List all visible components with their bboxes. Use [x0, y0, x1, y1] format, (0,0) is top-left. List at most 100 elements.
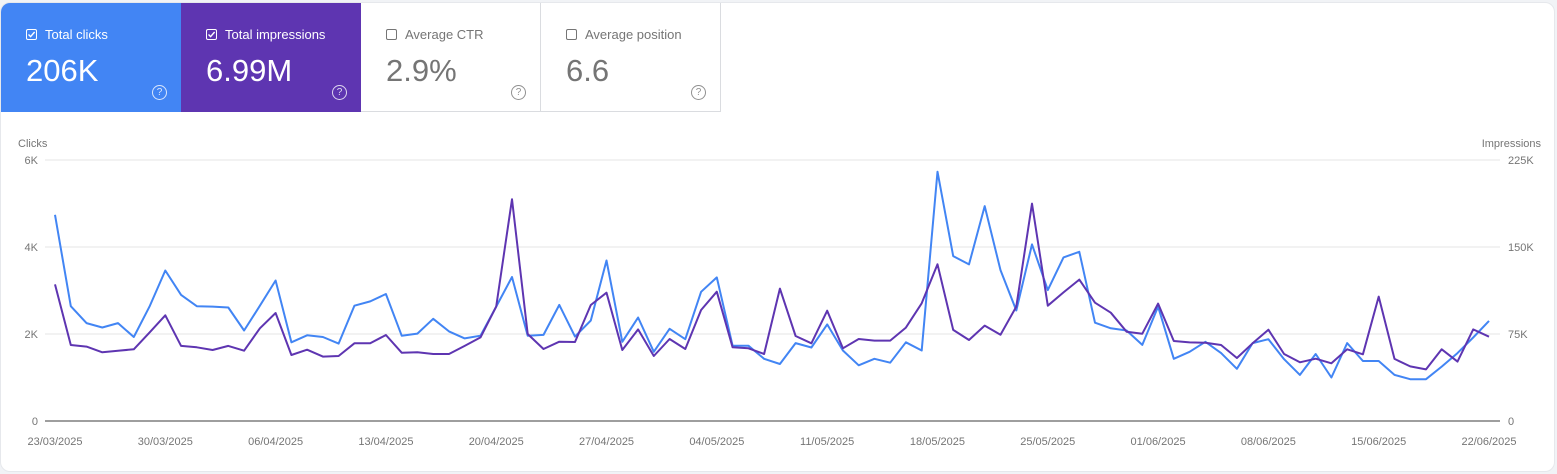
data-point[interactable] [635, 315, 641, 321]
data-point[interactable] [745, 345, 751, 351]
data-point[interactable] [273, 278, 279, 284]
data-point[interactable] [257, 325, 263, 331]
data-point[interactable] [1076, 249, 1082, 255]
data-point[interactable] [1029, 241, 1035, 247]
data-point[interactable] [950, 327, 956, 333]
data-point[interactable] [1234, 355, 1240, 361]
data-point[interactable] [68, 303, 74, 309]
data-point[interactable] [478, 334, 484, 340]
data-point[interactable] [1360, 351, 1366, 357]
data-point[interactable] [1171, 338, 1177, 344]
data-point[interactable] [131, 346, 137, 352]
data-point[interactable] [320, 354, 326, 360]
data-point[interactable] [351, 303, 357, 309]
data-point[interactable] [1218, 342, 1224, 348]
data-point[interactable] [304, 347, 310, 353]
data-point[interactable] [1297, 372, 1303, 378]
data-point[interactable] [1218, 350, 1224, 356]
checkbox-checked-icon[interactable] [206, 29, 217, 40]
data-point[interactable] [446, 328, 452, 334]
data-point[interactable] [1313, 356, 1319, 362]
data-point[interactable] [1439, 364, 1445, 370]
data-point[interactable] [367, 298, 373, 304]
data-point[interactable] [1265, 327, 1271, 333]
data-point[interactable] [99, 325, 105, 331]
data-point[interactable] [1392, 372, 1398, 378]
data-point[interactable] [698, 289, 704, 295]
data-point[interactable] [273, 310, 279, 316]
data-point[interactable] [1108, 325, 1114, 331]
data-point[interactable] [935, 169, 941, 175]
data-point[interactable] [115, 320, 121, 326]
data-point[interactable] [225, 305, 231, 311]
data-point[interactable] [1092, 320, 1098, 326]
data-point[interactable] [462, 343, 468, 349]
data-point[interactable] [572, 339, 578, 345]
data-point[interactable] [777, 361, 783, 367]
data-point[interactable] [1344, 346, 1350, 352]
data-point[interactable] [84, 320, 90, 326]
data-point[interactable] [194, 344, 200, 350]
checkbox-unchecked-icon[interactable] [566, 29, 577, 40]
data-point[interactable] [446, 351, 452, 357]
data-point[interactable] [761, 351, 767, 357]
data-point[interactable] [1250, 340, 1256, 346]
data-point[interactable] [982, 203, 988, 209]
data-point[interactable] [1202, 340, 1208, 346]
data-point[interactable] [619, 347, 625, 353]
data-point[interactable] [351, 340, 357, 346]
metric-card-average-ctr[interactable]: Average CTR 2.9% ? [361, 3, 541, 112]
data-point[interactable] [840, 345, 846, 351]
data-point[interactable] [1187, 349, 1193, 355]
data-point[interactable] [414, 349, 420, 355]
help-icon[interactable]: ? [511, 85, 526, 100]
data-point[interactable] [1407, 363, 1413, 369]
metric-card-total-impressions[interactable]: Total impressions 6.99M ? [181, 3, 361, 112]
data-point[interactable] [178, 343, 184, 349]
data-point[interactable] [462, 335, 468, 341]
data-point[interactable] [1061, 254, 1067, 260]
data-point[interactable] [856, 362, 862, 368]
data-point[interactable] [525, 331, 531, 337]
data-point[interactable] [714, 274, 720, 280]
data-point[interactable] [793, 333, 799, 339]
metric-card-total-clicks[interactable]: Total clicks 206K ? [1, 3, 181, 112]
data-point[interactable] [430, 351, 436, 357]
data-point[interactable] [1328, 360, 1334, 366]
data-point[interactable] [682, 346, 688, 352]
data-point[interactable] [493, 304, 499, 310]
data-point[interactable] [1187, 339, 1193, 345]
data-point[interactable] [714, 289, 720, 295]
data-point[interactable] [430, 316, 436, 322]
data-point[interactable] [1265, 336, 1271, 342]
data-point[interactable] [509, 196, 515, 202]
data-point[interactable] [556, 339, 562, 345]
data-point[interactable] [99, 349, 105, 355]
data-point[interactable] [887, 360, 893, 366]
data-point[interactable] [241, 348, 247, 354]
data-point[interactable] [1171, 356, 1177, 362]
data-point[interactable] [399, 333, 405, 339]
data-point[interactable] [68, 342, 74, 348]
data-point[interactable] [210, 304, 216, 310]
data-point[interactable] [667, 326, 673, 332]
data-point[interactable] [808, 340, 814, 346]
data-point[interactable] [288, 352, 294, 358]
data-point[interactable] [162, 268, 168, 274]
data-point[interactable] [241, 328, 247, 334]
data-point[interactable] [1234, 366, 1240, 372]
data-point[interactable] [1423, 366, 1429, 372]
data-point[interactable] [336, 341, 342, 347]
help-icon[interactable]: ? [152, 85, 167, 100]
data-point[interactable] [147, 304, 153, 310]
data-point[interactable] [288, 339, 294, 345]
data-point[interactable] [730, 344, 736, 350]
data-point[interactable] [84, 344, 90, 350]
data-point[interactable] [1061, 289, 1067, 295]
data-point[interactable] [367, 340, 373, 346]
data-point[interactable] [871, 338, 877, 344]
data-point[interactable] [1108, 310, 1114, 316]
data-point[interactable] [824, 321, 830, 327]
data-point[interactable] [856, 336, 862, 342]
data-point[interactable] [1124, 329, 1130, 335]
